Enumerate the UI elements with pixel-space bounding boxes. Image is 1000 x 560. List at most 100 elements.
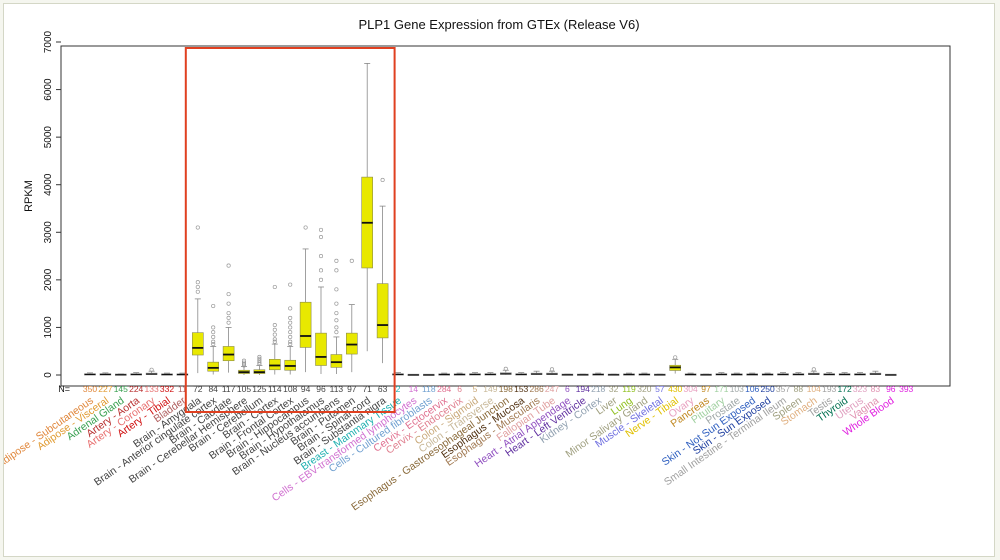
sample-count: 97 [701,384,711,394]
sample-count: 286 [530,384,544,394]
outlier-point [288,306,293,311]
sample-count: 117 [222,384,236,394]
sample-count: 118 [422,384,436,394]
outlier-point [303,225,308,230]
sample-count: 103 [730,384,744,394]
outlier-point [241,360,247,365]
outlier-point [318,268,324,273]
outlier-point [334,318,339,323]
sample-count: 194 [576,384,590,394]
box [299,301,312,348]
y-tick-label: 3000 [43,221,54,244]
outlier-point [334,311,339,316]
outlier-point [334,287,339,292]
y-tick-label: 1000 [43,316,54,339]
outlier-point [211,334,216,339]
sample-count: 6 [565,384,570,394]
outlier-point [195,225,200,230]
outlier-point [549,367,555,372]
outlier-point [318,254,324,259]
sample-count: 284 [437,384,451,394]
outlier-point [272,284,277,290]
outlier-point [195,284,200,290]
sample-count: 145 [114,384,128,394]
outlier-point [288,315,293,320]
sample-count: 304 [684,384,698,394]
chart-frame: PLP1 Gene Expression from GTEx (Release … [3,3,995,557]
outlier-point [288,339,293,344]
sample-count: 2 [396,384,401,394]
box [268,359,281,371]
sample-count: 14 [409,384,419,394]
sample-count: 171 [714,384,728,394]
n-label: N= [58,384,70,394]
box [207,361,219,372]
outlier-point [334,330,339,335]
sample-count: 72 [193,384,203,394]
sample-count: 108 [283,384,297,394]
sample-count: 133 [145,384,159,394]
y-tick-label: 0 [43,372,54,378]
sample-count: 350 [83,384,97,394]
y-axis-label: RPKM [23,180,35,212]
sample-count: 250 [761,384,775,394]
outlier-point [380,177,385,183]
sample-count: 218 [591,384,605,394]
outlier-point [257,354,262,359]
sample-count: 104 [807,384,821,394]
outlier-point [211,325,216,330]
outlier-point [211,330,216,335]
sample-count: 105 [237,384,251,394]
outlier-point [334,258,339,263]
sample-count: 193 [822,384,836,394]
sample-count: 11 [178,384,187,394]
sample-count: 83 [871,384,881,394]
sample-count: 247 [545,384,559,394]
outlier-point [272,327,277,332]
y-tick-label: 7000 [43,30,54,53]
outlier-point [673,355,678,360]
chart: PLP1 Gene Expression from GTEx (Release … [4,17,951,513]
sample-count: 393 [899,384,913,394]
sample-count: 320 [637,384,651,394]
outlier-point [257,360,262,365]
y-tick-label: 5000 [43,126,54,149]
outlier-point [334,268,339,273]
sample-count: 63 [378,384,388,394]
sample-count: 5 [473,384,478,394]
outlier-point [241,363,247,368]
sample-count: 224 [129,384,143,394]
sample-count: 6 [457,384,462,394]
sample-count: 84 [208,384,218,394]
outlier-point [257,358,262,363]
sample-count: 323 [853,384,867,394]
sample-count: 57 [655,384,665,394]
sample-count: 119 [622,384,636,394]
outlier-point [272,332,277,337]
outlier-point [811,367,816,372]
sample-count: 96 [886,384,896,394]
outlier-point [334,325,339,330]
outlier-point [288,320,293,325]
box [330,354,343,368]
sample-count: 114 [268,384,282,394]
outlier-point [272,339,277,344]
box [376,283,389,339]
outlier-point [211,339,216,344]
outlier-point [226,315,231,320]
outlier-point [288,334,293,339]
outlier-point [195,280,200,285]
outlier-point [226,292,231,297]
box [345,332,358,355]
sample-count: 94 [301,384,311,394]
sample-count: 97 [347,384,357,394]
sample-count: 149 [483,384,497,394]
sample-count: 125 [252,384,266,394]
outlier-point [272,337,277,342]
sample-count: 32 [609,384,619,394]
sample-count: 153 [514,384,528,394]
sample-count: 96 [316,384,326,394]
outlier-point [272,322,277,328]
outlier-point [318,277,324,282]
